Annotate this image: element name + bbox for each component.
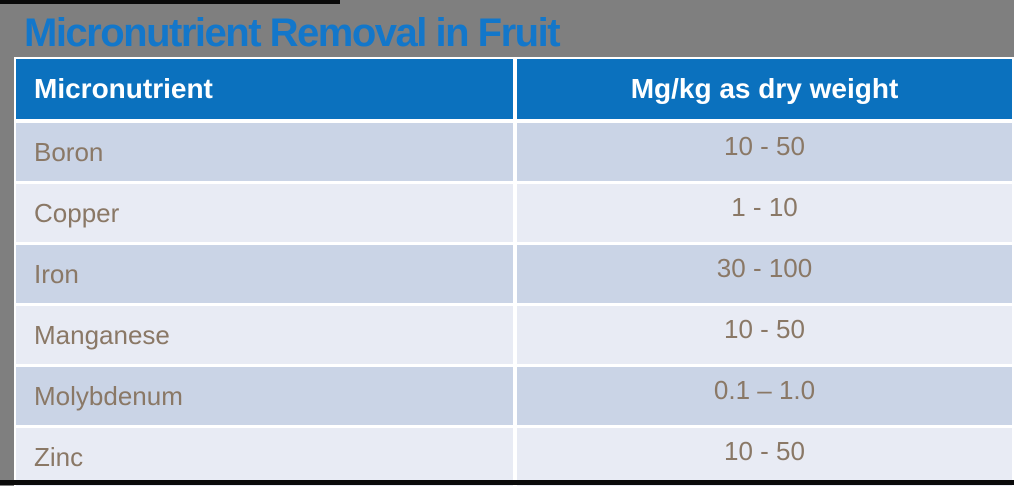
page-title: Micronutrient Removal in Fruit (24, 11, 561, 55)
table-row: Iron 30 - 100 (16, 245, 1012, 303)
micronutrient-name: Zinc (16, 428, 513, 486)
top-edge-bar (0, 0, 340, 4)
micronutrient-name: Iron (16, 245, 513, 303)
table-row: Boron 10 - 50 (16, 123, 1012, 181)
micronutrient-name: Boron (16, 123, 513, 181)
micronutrient-value: 1 - 10 (517, 184, 1012, 242)
table-row: Zinc 10 - 50 (16, 428, 1012, 486)
micronutrient-name: Manganese (16, 306, 513, 364)
table-row: Molybdenum 0.1 – 1.0 (16, 367, 1012, 425)
micronutrient-table: Micronutrient Mg/kg as dry weight Boron 1… (14, 57, 1014, 486)
bottom-edge-bar (0, 480, 1014, 485)
micronutrient-value: 30 - 100 (517, 245, 1012, 303)
table-row: Manganese 10 - 50 (16, 306, 1012, 364)
column-header-micronutrient: Micronutrient (16, 59, 513, 119)
micronutrient-name: Copper (16, 184, 513, 242)
micronutrient-value: 10 - 50 (517, 306, 1012, 364)
table-header-row: Micronutrient Mg/kg as dry weight (16, 59, 1012, 119)
micronutrient-value: 0.1 – 1.0 (517, 367, 1012, 425)
micronutrient-name: Molybdenum (16, 367, 513, 425)
column-header-mg-per-kg: Mg/kg as dry weight (517, 59, 1012, 119)
table-row: Copper 1 - 10 (16, 184, 1012, 242)
micronutrient-value: 10 - 50 (517, 123, 1012, 181)
table-body: Boron 10 - 50 Copper 1 - 10 Iron 30 - 100 Mang… (16, 123, 1012, 486)
micronutrient-value: 10 - 50 (517, 428, 1012, 486)
